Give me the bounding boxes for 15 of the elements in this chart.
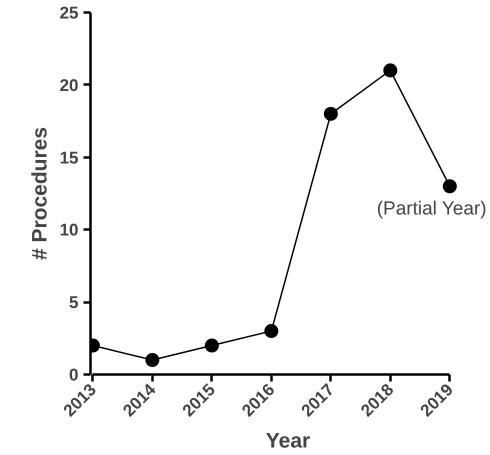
x-axis-title: Year — [266, 430, 310, 453]
y-axis-title: # Procedures — [28, 126, 52, 260]
point — [264, 324, 278, 338]
y-tick-label: 10 — [60, 220, 79, 240]
y-tick-label: 25 — [60, 4, 79, 22]
point — [383, 63, 398, 78]
y-tick-label: 0 — [69, 366, 79, 384]
y-tick-label: 15 — [60, 148, 79, 168]
point — [442, 179, 457, 194]
point — [324, 106, 338, 121]
point — [204, 338, 219, 353]
annotation: (Partial Year) — [376, 198, 487, 220]
y-tick-label: 5 — [69, 293, 79, 312]
point — [145, 353, 160, 368]
y-tick-label: 20 — [60, 76, 79, 95]
